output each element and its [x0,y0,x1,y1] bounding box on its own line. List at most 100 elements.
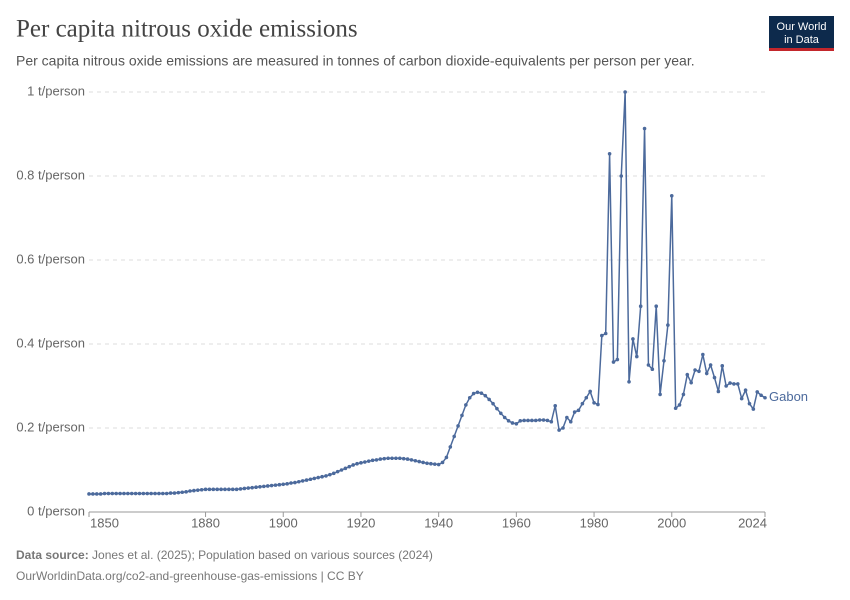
y-tick-label: 0.2 t/person [16,419,85,434]
point [176,490,181,495]
point [565,415,569,420]
point [312,476,317,481]
point [378,457,383,461]
point [417,459,422,464]
point [118,491,122,496]
point [137,491,142,496]
point [549,419,554,424]
point [697,369,701,374]
point [269,483,274,488]
point [751,407,756,411]
point [561,426,565,430]
point [452,434,456,439]
point [689,380,693,385]
point [724,384,728,388]
point [281,482,286,487]
x-tick-label: 1900 [269,515,298,530]
y-tick-label: 0 t/person [27,503,85,518]
point [650,367,655,372]
point [491,401,495,406]
point [203,487,208,492]
point [316,475,321,480]
point [456,424,460,428]
point [541,418,546,422]
point [223,487,227,492]
point [296,479,301,484]
logo-text: in Data [784,34,820,46]
point [708,363,713,367]
point [545,418,550,423]
point [273,483,278,487]
series-line [89,91,766,495]
point [596,402,600,407]
point [300,479,305,483]
point [188,489,192,493]
point [409,458,414,462]
point [487,397,491,402]
point [195,488,200,492]
point [114,491,118,496]
point [654,304,659,309]
point [355,461,359,466]
point [615,357,620,362]
point [102,491,107,496]
point [669,193,674,198]
point [704,371,709,376]
point [720,364,725,368]
point [429,461,433,466]
point [370,458,375,463]
point [701,352,705,357]
x-tick-label: 1940 [424,515,453,530]
logo[interactable]: Our World in Data [769,16,834,51]
point [440,460,445,465]
point [106,491,111,496]
point [254,485,258,490]
point [685,372,690,377]
point [277,482,282,487]
point [390,456,394,461]
series-label: Gabon [769,389,808,404]
x-tick-label: 1980 [580,515,609,530]
point [289,481,293,485]
point [265,484,270,488]
point [537,418,542,422]
point [666,323,670,327]
point [662,359,666,363]
point [164,491,169,496]
point [627,380,631,384]
point [693,368,697,372]
point [98,492,103,496]
point [398,456,402,461]
point [215,487,220,492]
point [619,174,624,178]
point [631,337,635,341]
point [351,463,355,467]
point [502,415,507,420]
point [475,390,480,395]
url[interactable]: OurWorldinData.org/co2-and-greenhouse-ga… [16,569,364,583]
logo-stripe [769,48,834,51]
point [374,458,379,462]
point [421,460,425,465]
point [250,485,254,490]
point [168,491,173,495]
point [91,492,95,496]
point [246,486,251,490]
point [444,455,449,460]
point [483,393,488,398]
point [331,471,336,476]
point [642,126,647,131]
chart-subtitle: Per capita nitrous oxide emissions are m… [16,53,695,69]
point [328,472,332,477]
point [413,458,418,463]
point [530,418,534,423]
point [394,456,398,461]
point [320,474,324,479]
point [262,484,266,489]
point [227,487,231,492]
y-tick-label: 0.4 t/person [16,335,85,350]
point [184,490,188,494]
point [600,333,604,338]
point [553,403,558,408]
point [219,487,223,492]
